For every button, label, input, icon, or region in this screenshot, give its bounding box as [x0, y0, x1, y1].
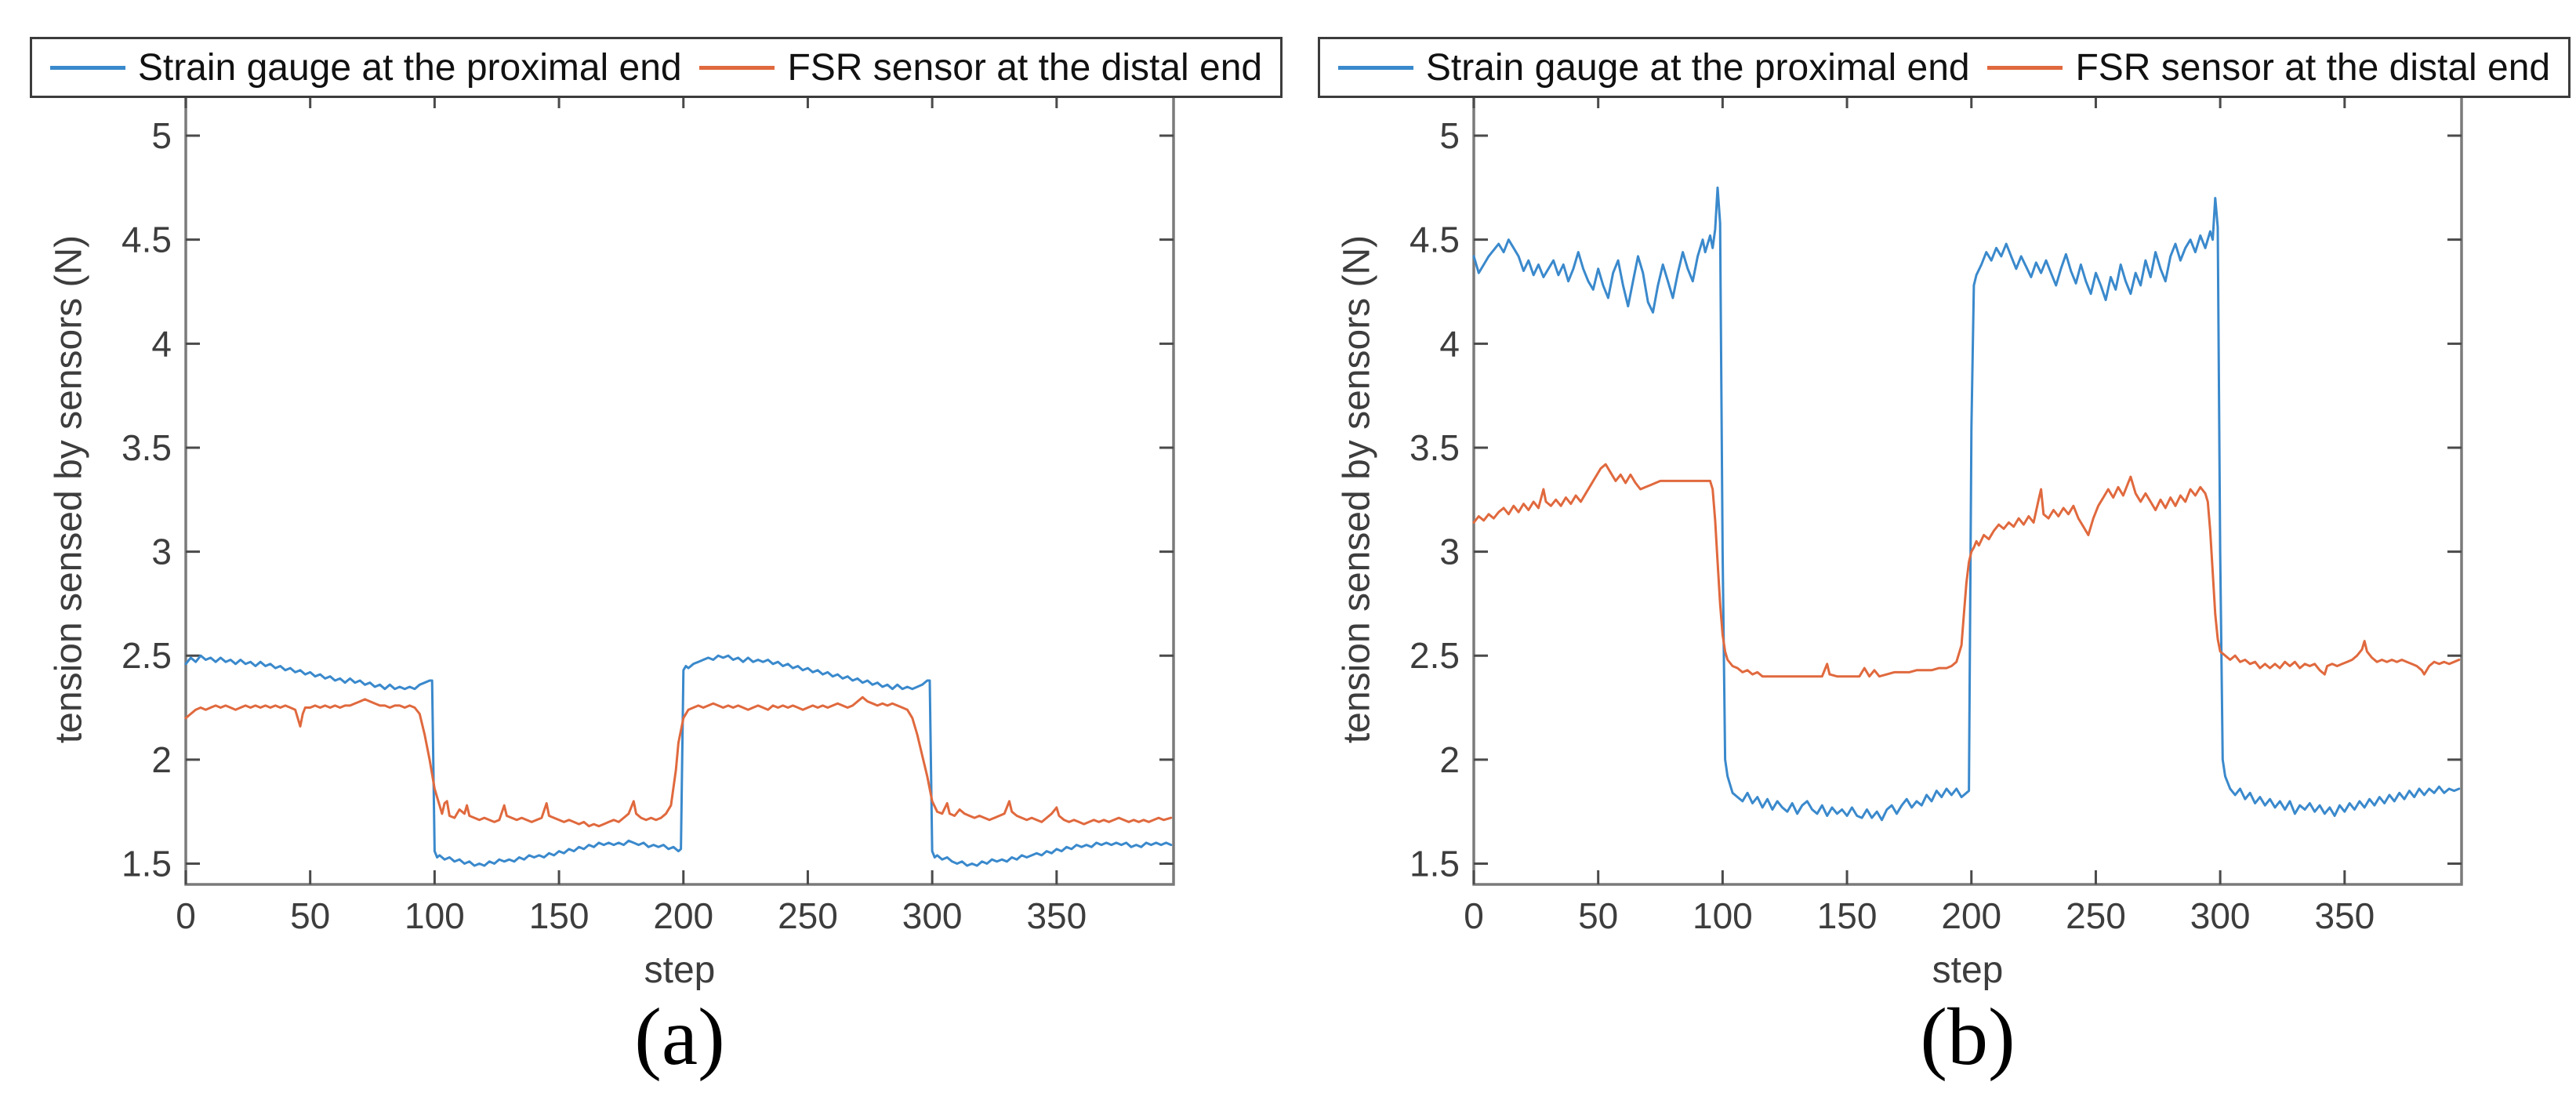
legend-label-strain-gauge: Strain gauge at the proximal end [137, 46, 682, 89]
y-tick-label: 2.5 [122, 635, 172, 676]
x-tick-label: 200 [653, 895, 713, 936]
x-tick-label: 200 [1941, 895, 2001, 936]
y-tick-label: 4 [151, 323, 172, 364]
y-axis-label: tension sensed by sensors (N) [48, 234, 90, 744]
y-tick-label: 5 [1439, 115, 1460, 156]
legend-item-fsr-sensor: FSR sensor at the distal end [1987, 46, 2550, 89]
y-tick-label: 2 [151, 739, 172, 780]
y-tick-label: 3.5 [122, 427, 172, 468]
y-tick-label: 4.5 [122, 220, 172, 260]
y-tick-label: 2.5 [1410, 635, 1460, 676]
x-tick-label: 350 [1026, 895, 1087, 936]
series-line-strain-gauge [184, 654, 1173, 867]
subplot-caption-b: (b) [1920, 992, 2015, 1082]
y-tick-label: 3.5 [1410, 427, 1460, 468]
plot-area-a: 0 50 100 150 200 250 300 350 1.5 2 2.5 3 3.5 4 4.5 5 [122, 93, 1175, 936]
subplot-a: 0 50 100 150 200 250 300 350 1.5 2 2.5 3 3.5 4 4.5 5 St… [30, 37, 1283, 1082]
x-tick-label: 50 [290, 895, 330, 936]
legend-box-a: Strain gauge at the proximal end FSR sen… [30, 37, 1283, 98]
series-line-fsr-sensor [1472, 463, 2461, 678]
x-tick-label: 150 [1817, 895, 1878, 936]
y-tick-label: 1.5 [1410, 843, 1460, 884]
legend-item-strain-gauge: Strain gauge at the proximal end [49, 46, 682, 89]
legend-label-strain-gauge: Strain gauge at the proximal end [1425, 46, 1970, 89]
axes-box [184, 93, 1175, 886]
strain-gauge-line-swatch [1337, 65, 1413, 70]
y-tick-label: 1.5 [122, 843, 172, 884]
y-tick-label: 5 [151, 115, 172, 156]
x-tick-label: 300 [902, 895, 963, 936]
fsr-sensor-line-swatch [699, 65, 775, 70]
x-tick-label: 250 [2066, 895, 2126, 936]
x-tick-label: 250 [778, 895, 838, 936]
subplot-b: 0 50 100 150 200 250 300 350 1.5 2 2.5 3 3.5 4 4.5 5 St… [1288, 0, 2576, 1111]
x-tick-label: 150 [529, 895, 590, 936]
subplot-caption-a: (a) [634, 992, 725, 1082]
y-tick-label: 3 [151, 532, 172, 572]
plot-area-b: 0 50 100 150 200 250 300 350 1.5 2 2.5 3 3.5 4 4.5 5 [1410, 93, 2463, 936]
x-tick-label: 100 [1693, 895, 1753, 936]
legend-item-strain-gauge: Strain gauge at the proximal end [1337, 46, 1970, 89]
x-tick-label: 350 [2314, 895, 2375, 936]
y-tick-label: 3 [1439, 532, 1460, 572]
y-tick-label: 4 [1439, 323, 1460, 364]
y-tick-label: 2 [1439, 739, 1460, 780]
y-tick-label: 4.5 [1410, 220, 1460, 260]
x-axis-label: step [644, 949, 716, 991]
x-tick-label: 0 [176, 895, 196, 936]
axes-box [1472, 93, 2463, 886]
x-tick-label: 300 [2190, 895, 2251, 936]
series-line-fsr-sensor [184, 695, 1173, 828]
legend-box-b: Strain gauge at the proximal end FSR sen… [1318, 37, 2571, 98]
legend-label-fsr-sensor: FSR sensor at the distal end [2075, 46, 2551, 89]
axis-tick-labels: 0 50 100 150 200 250 300 350 1.5 2 2.5 3 3.5 4 4.5 5 [1410, 115, 2375, 936]
axis-ticks [184, 94, 1174, 884]
series-line-strain-gauge [1472, 186, 2461, 822]
fsr-sensor-line-swatch [1987, 65, 2063, 70]
legend-label-fsr-sensor: FSR sensor at the distal end [787, 46, 1263, 89]
axis-ticks [1472, 94, 2462, 884]
x-axis-label: step [1932, 949, 2004, 991]
strain-gauge-line-swatch [49, 65, 125, 70]
legend-item-fsr-sensor: FSR sensor at the distal end [699, 46, 1262, 89]
x-tick-label: 100 [405, 895, 465, 936]
x-tick-label: 50 [1578, 895, 1618, 936]
axis-tick-labels: 0 50 100 150 200 250 300 350 1.5 2 2.5 3 3.5 4 4.5 5 [122, 115, 1087, 936]
x-tick-label: 0 [1464, 895, 1484, 936]
y-axis-label: tension sensed by sensors (N) [1336, 234, 1378, 744]
